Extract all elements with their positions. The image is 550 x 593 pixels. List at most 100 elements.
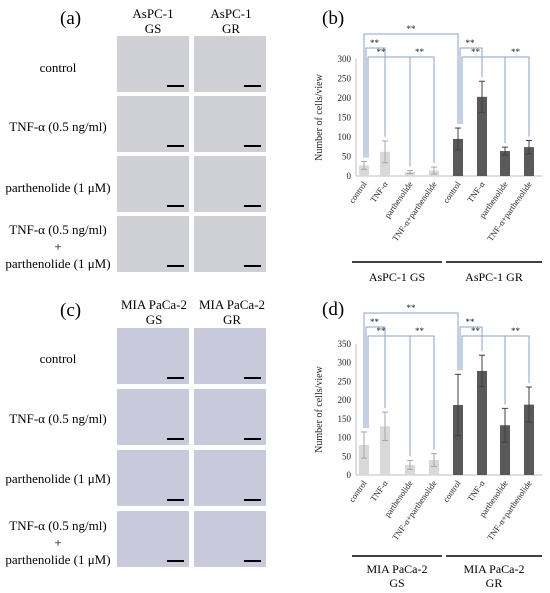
col-header-line: GR (221, 21, 241, 36)
significance-marker: ** (511, 47, 521, 57)
scale-bar (244, 438, 261, 440)
micrograph-mia-gs-tnf (117, 389, 189, 445)
row-label-line: control (39, 351, 77, 366)
scale-bar (167, 85, 184, 87)
x-tick-label: control (347, 478, 369, 504)
scale-bar (244, 205, 261, 207)
micrograph-aspc1-gr-tnf (194, 96, 266, 152)
bar (405, 464, 415, 475)
row-label-line: + (54, 535, 62, 550)
significance-bracket (365, 47, 386, 158)
row-label-tnf: TNF-α (0.5 ng/ml) (3, 118, 113, 135)
micrograph-mia-gs-control (117, 328, 189, 384)
x-tick-label: TNF-α (368, 478, 390, 503)
row-label-line: TNF-α (0.5 ng/ml) (9, 119, 107, 134)
y-tick-label: 300 (338, 358, 352, 368)
panel-letter-d: (d) (322, 299, 345, 320)
x-tick-label: TNF-α+parthenolide (485, 478, 534, 542)
y-tick-label: 150 (338, 414, 352, 424)
significance-marker: ** (370, 317, 380, 327)
significance-bracket (385, 56, 435, 164)
panel-letter-a: (a) (60, 8, 82, 29)
col-header-line: AsPC-1 (132, 6, 174, 21)
row-label-line: + (54, 239, 62, 254)
y-tick-label: 200 (338, 93, 352, 103)
col-header-aspc1-gr: AsPC-1 GR (191, 6, 271, 36)
y-tick-label: 50 (342, 451, 352, 461)
y-tick-label: 0 (347, 470, 352, 480)
significance-marker: ** (407, 303, 417, 313)
bar (524, 147, 534, 176)
significance-marker: ** (466, 317, 476, 327)
significance-marker: ** (471, 47, 481, 57)
col-header-line: GR (222, 312, 242, 327)
row-label-tnf: TNF-α (0.5 ng/ml) (3, 410, 113, 427)
bar (477, 370, 487, 475)
scale-bar (167, 499, 184, 501)
scale-bar (244, 265, 261, 267)
row-label-line: control (39, 60, 77, 75)
y-tick-label: 0 (347, 171, 352, 181)
row-label-parthenolide: parthenolide (1 μM) (3, 179, 113, 196)
row-label-line: TNF-α (0.5 ng/ml) (9, 518, 107, 533)
micrograph-aspc1-gr-control (194, 36, 266, 92)
y-tick-label: 250 (338, 74, 352, 84)
row-label-line: TNF-α (0.5 ng/ml) (9, 222, 107, 237)
bar (524, 404, 534, 475)
micrograph-aspc1-gs-tnf (117, 96, 189, 152)
micrograph-aspc1-gs-combo (117, 216, 189, 272)
row-label-line: parthenolide (1 μM) (5, 471, 111, 486)
bar (453, 138, 463, 176)
col-header-line: MIA PaCa-2 (198, 297, 266, 312)
scale-bar (167, 205, 184, 207)
row-label-combo: TNF-α (0.5 ng/ml) + parthenolide (1 μM) (3, 221, 113, 272)
micrograph-aspc1-gr-combo (194, 216, 266, 272)
significance-marker: ** (370, 38, 380, 48)
y-tick-label: 150 (338, 113, 352, 123)
significance-marker: ** (415, 326, 425, 336)
scale-bar (167, 377, 184, 379)
scale-bar (244, 145, 261, 147)
x-tick-label: TNF-α (465, 478, 487, 503)
micrograph-mia-gr-control (194, 328, 266, 384)
bar (453, 405, 463, 475)
bar (359, 445, 369, 475)
col-header-aspc1-gs: AsPC-1 GS (113, 6, 193, 36)
y-tick-label: 100 (338, 433, 352, 443)
significance-bracket (459, 326, 483, 371)
x-tick-label: TNF-α+parthenolide (390, 478, 439, 542)
row-label-control: control (3, 59, 113, 76)
group-label: MIA PaCa-2 (367, 562, 428, 576)
scale-bar (244, 377, 261, 379)
col-header-mia-gr: MIA PaCa-2 GR (187, 297, 277, 327)
significance-marker: ** (407, 24, 417, 34)
significance-marker: ** (511, 326, 521, 336)
significance-marker: ** (466, 38, 476, 48)
significance-marker: ** (377, 326, 387, 336)
significance-bracket (385, 335, 435, 450)
significance-bracket (482, 335, 530, 384)
scale-bar (167, 438, 184, 440)
scale-bar (244, 560, 261, 562)
group-label: AsPC-1 GS (369, 270, 425, 284)
bar (500, 151, 510, 176)
row-label-line: parthenolide (1 μM) (5, 256, 111, 271)
col-header-line: AsPC-1 (210, 6, 252, 21)
row-label-line: TNF-α (0.5 ng/ml) (9, 411, 107, 426)
micrograph-mia-gs-parthenolide (117, 450, 189, 506)
row-label-control: control (3, 350, 113, 367)
micrograph-aspc1-gs-control (117, 36, 189, 92)
scale-bar (167, 560, 184, 562)
y-tick-label: 200 (338, 395, 352, 405)
row-label-parthenolide: parthenolide (1 μM) (3, 470, 113, 487)
y-axis-label: Number of cells/view (314, 73, 325, 160)
row-label-combo: TNF-α (0.5 ng/ml) + parthenolide (1 μM) (3, 517, 113, 568)
panel-letter-c: (c) (60, 300, 82, 321)
micrograph-mia-gr-tnf (194, 389, 266, 445)
bar (429, 460, 439, 475)
micrograph-mia-gs-combo (117, 511, 189, 567)
row-label-line: parthenolide (1 μM) (5, 552, 111, 567)
significance-bracket (482, 56, 530, 137)
